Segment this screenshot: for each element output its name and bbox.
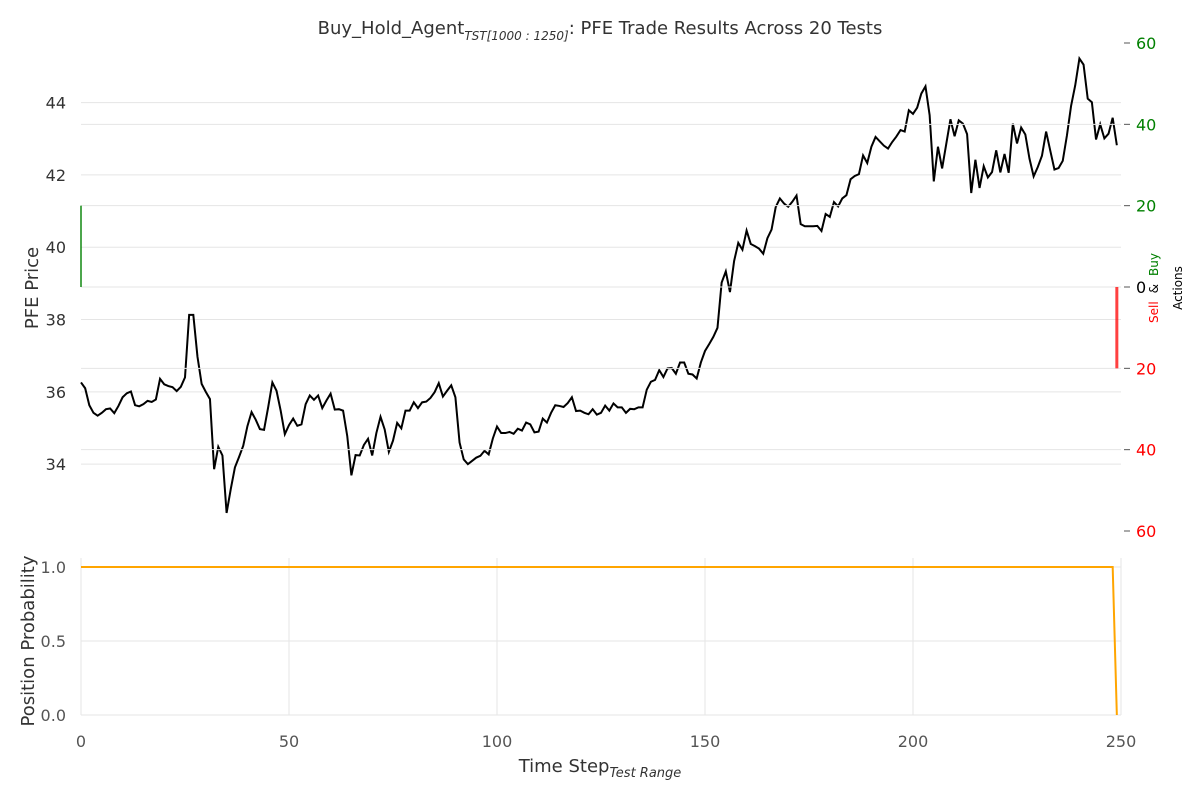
position-y-label: Position Probability xyxy=(18,555,39,726)
position-x-tick-label: 200 xyxy=(898,732,929,751)
actions-label-sell: Sell xyxy=(1147,301,1161,323)
action-y-ticks: 60 40 20 0 20 40 60 xyxy=(81,34,1156,541)
position-x-tick-label: 150 xyxy=(690,732,721,751)
action-y-tick-label: 40 xyxy=(1136,441,1156,460)
price-y-ticks: 34 36 38 40 42 44 xyxy=(46,94,66,475)
title-suffix: : PFE Trade Results Across 20 Tests xyxy=(569,18,883,39)
price-y-tick-label: 44 xyxy=(46,94,66,113)
x-label-subscript: Test Range xyxy=(609,766,681,781)
price-y-tick-label: 40 xyxy=(46,238,66,257)
x-label-main: Time Step xyxy=(518,756,610,777)
action-y-tick-label: 20 xyxy=(1136,197,1156,216)
actions-label-buy: Buy xyxy=(1147,253,1161,276)
sell-bar xyxy=(1115,287,1119,369)
actions-axis: 60 40 20 0 20 40 60 Sell & Buy Actions xyxy=(80,34,1185,541)
buy-bar xyxy=(80,205,82,287)
action-y-tick-label: 0 xyxy=(1136,278,1146,297)
position-x-tick-label: 100 xyxy=(482,732,513,751)
position-x-label: Time StepTest Range xyxy=(518,756,682,781)
position-y-tick-label: 0.0 xyxy=(41,706,66,725)
action-y-tick-label: 60 xyxy=(1136,34,1156,53)
position-x-tick-label: 0 xyxy=(76,732,86,751)
price-y-tick-label: 36 xyxy=(46,383,66,402)
action-y-tick-label: 60 xyxy=(1136,522,1156,541)
title-subscript: TST[1000 : 1250] xyxy=(464,29,569,43)
position-x-ticks: 0 50 100 150 200 250 xyxy=(76,732,1136,751)
price-y-tick-label: 34 xyxy=(46,455,66,474)
position-x-tick-label: 250 xyxy=(1106,732,1137,751)
position-x-tick-label: 50 xyxy=(279,732,299,751)
actions-label-amp: & xyxy=(1147,284,1161,293)
price-panel: 34 36 38 40 42 44 PFE Price xyxy=(22,55,1121,514)
position-line xyxy=(81,566,1118,716)
price-line xyxy=(80,55,1118,514)
position-y-tick-label: 0.5 xyxy=(41,632,66,651)
price-y-label: PFE Price xyxy=(22,247,43,329)
action-y-tick-label: 40 xyxy=(1136,115,1156,134)
position-grid xyxy=(80,558,1122,716)
chart-title: Buy_Hold_AgentTST[1000 : 1250]: PFE Trad… xyxy=(318,18,883,43)
price-y-tick-label: 42 xyxy=(46,166,66,185)
action-bars xyxy=(80,205,1119,369)
svg-text:Sell&Buy: Sell & Buy xyxy=(1147,253,1161,323)
action-y-tick-label: 20 xyxy=(1136,359,1156,378)
position-y-ticks: 0.0 0.5 1.0 xyxy=(41,558,66,725)
actions-label-actions: Actions xyxy=(1171,266,1185,310)
price-y-tick-label: 38 xyxy=(46,311,66,330)
position-y-tick-label: 1.0 xyxy=(41,558,66,577)
price-grid xyxy=(81,102,1121,465)
title-prefix: Buy_Hold_Agent xyxy=(318,18,465,39)
position-panel: 0.0 0.5 1.0 0 50 100 150 200 250 Position Proba… xyxy=(18,555,1136,781)
actions-y-label: Sell & Buy xyxy=(1147,253,1161,323)
